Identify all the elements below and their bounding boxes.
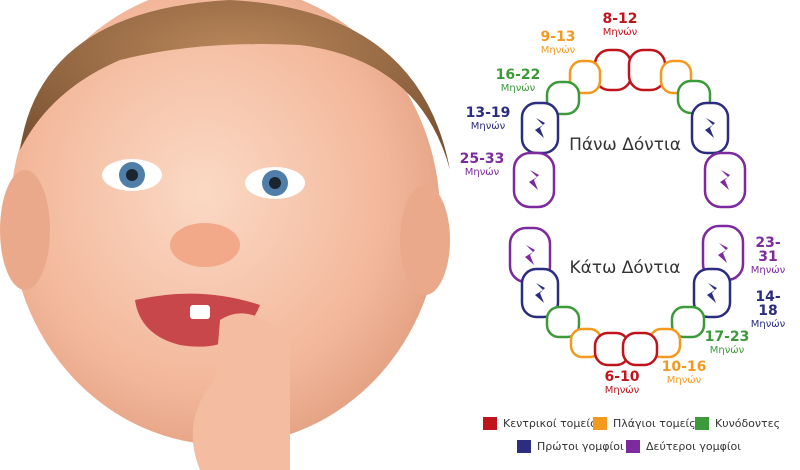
age-unit: Μηνών (666, 375, 702, 386)
age-unit: Μηνών (540, 45, 576, 56)
age-range: 13-19 (465, 105, 511, 121)
eruption-age-label: 23-31 Μηνών (751, 236, 786, 276)
age-unit: Μηνών (750, 319, 786, 330)
age-range: 25-33 (459, 151, 505, 167)
age-unit: Μηνών (602, 27, 638, 38)
tooth-central-incisors (621, 331, 659, 367)
tooth-root-mark (529, 170, 539, 190)
age-unit: Μηνών (500, 83, 536, 94)
eruption-age-label: 16-22 Μηνών (496, 68, 541, 94)
tooth-root-mark (535, 118, 545, 138)
legend-swatch (517, 440, 531, 453)
tooth-root-mark (707, 283, 717, 303)
legend-label: Κεντρικοί τομείς (503, 417, 597, 430)
age-range: 14-18 (755, 289, 781, 319)
tooth-root-mark (535, 283, 545, 303)
lower-teeth-title: Κάτω Δόντια (569, 258, 681, 278)
tooth-root-mark (705, 118, 715, 138)
tooth-canines (545, 305, 581, 339)
legend-second-molars: Δεύτεροι γομφίοι (626, 440, 741, 453)
baby-photo (0, 0, 450, 470)
legend-swatch (483, 417, 497, 430)
legend-label: Πλάγιοι τομείς (613, 417, 696, 430)
eruption-age-label: 13-19 Μηνών (466, 106, 511, 132)
legend-canines: Κυνόδοντες (695, 417, 780, 430)
age-range: 16-22 (495, 67, 541, 83)
tooth-root-mark (718, 243, 728, 263)
legend-label: Πρώτοι γομφίοι (537, 440, 624, 453)
legend-swatch (593, 417, 607, 430)
tooth-root-mark (525, 245, 535, 265)
age-unit: Μηνών (470, 121, 506, 132)
legend-central-incisors: Κεντρικοί τομείς (483, 417, 597, 430)
age-unit: Μηνών (604, 385, 640, 396)
age-range: 10-16 (661, 359, 707, 375)
tooth-canines (545, 80, 581, 116)
eruption-age-label: 6-10 Μηνών (604, 370, 639, 396)
age-range: 6-10 (604, 369, 640, 385)
eruption-age-label: 17-23 Μηνών (705, 330, 750, 356)
tooth-lateral-incisors (568, 59, 602, 95)
legend-label: Κυνόδοντες (715, 417, 781, 430)
eruption-age-label: 8-12 Μηνών (602, 12, 637, 38)
eruption-age-label: 25-33 Μηνών (460, 152, 505, 178)
upper-teeth-title: Πάνω Δόντια (569, 135, 681, 155)
legend-first-molars: Πρώτοι γομφίοι (517, 440, 624, 453)
eruption-age-label: 10-16 Μηνών (662, 360, 707, 386)
eruption-age-label: 14-18 Μηνών (751, 290, 786, 330)
age-range: 9-13 (540, 29, 576, 45)
eruption-age-label: 9-13 Μηνών (540, 30, 575, 56)
age-unit: Μηνών (709, 345, 745, 356)
legend-swatch (695, 417, 709, 430)
age-unit: Μηνών (750, 265, 786, 276)
age-range: 17-23 (704, 329, 750, 345)
age-unit: Μηνών (464, 167, 500, 178)
tooth-root-mark (720, 170, 730, 190)
age-range: 8-12 (602, 11, 638, 27)
legend-label: Δεύτεροι γομφίοι (646, 440, 742, 453)
tooth-central-incisors (627, 48, 667, 92)
legend-lateral-incisors: Πλάγιοι τομείς (593, 417, 696, 430)
legend-swatch (626, 440, 640, 453)
tooth-canines (670, 305, 706, 339)
age-range: 23-31 (755, 235, 781, 265)
